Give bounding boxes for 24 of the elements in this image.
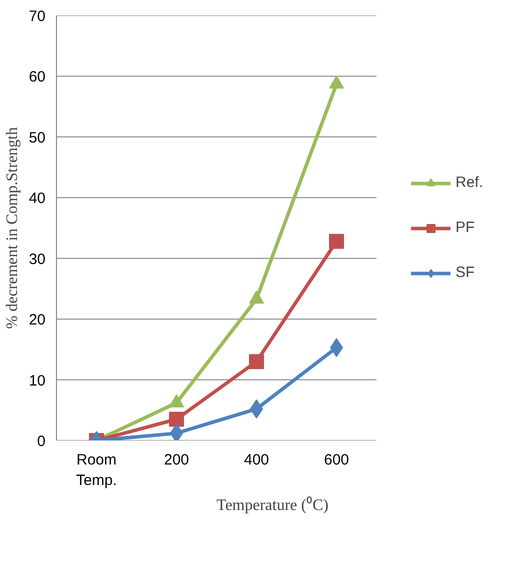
point — [249, 290, 264, 304]
legend-label: PF — [455, 219, 476, 236]
x-axis-title: Temperature (⁰C) — [216, 496, 328, 514]
y-tick-label: 30 — [28, 250, 46, 268]
y-tick-label: 20 — [28, 312, 46, 329]
y-tick-label: 50 — [28, 129, 46, 146]
y-tick-label: 70 — [28, 8, 46, 25]
point — [170, 424, 183, 440]
y-tick-label: 10 — [28, 372, 46, 390]
y-tick-label: 0 — [37, 433, 46, 450]
legend-label: SF — [455, 264, 476, 281]
point — [329, 234, 344, 249]
x-tick-label: 200 — [164, 452, 190, 468]
y-axis-title: % decrement in Comp.Strength — [4, 127, 21, 329]
y-tick-label: 60 — [28, 68, 46, 86]
legend-label: Ref. — [455, 174, 483, 191]
x-tick-label: 400 — [244, 452, 270, 468]
x-tick-label: Room Temp. — [76, 452, 117, 489]
point — [329, 76, 344, 89]
point — [169, 394, 184, 408]
x-tick-label: 600 — [324, 452, 350, 468]
y-tick-label: 40 — [28, 190, 46, 208]
point — [249, 354, 264, 370]
point — [169, 412, 184, 427]
